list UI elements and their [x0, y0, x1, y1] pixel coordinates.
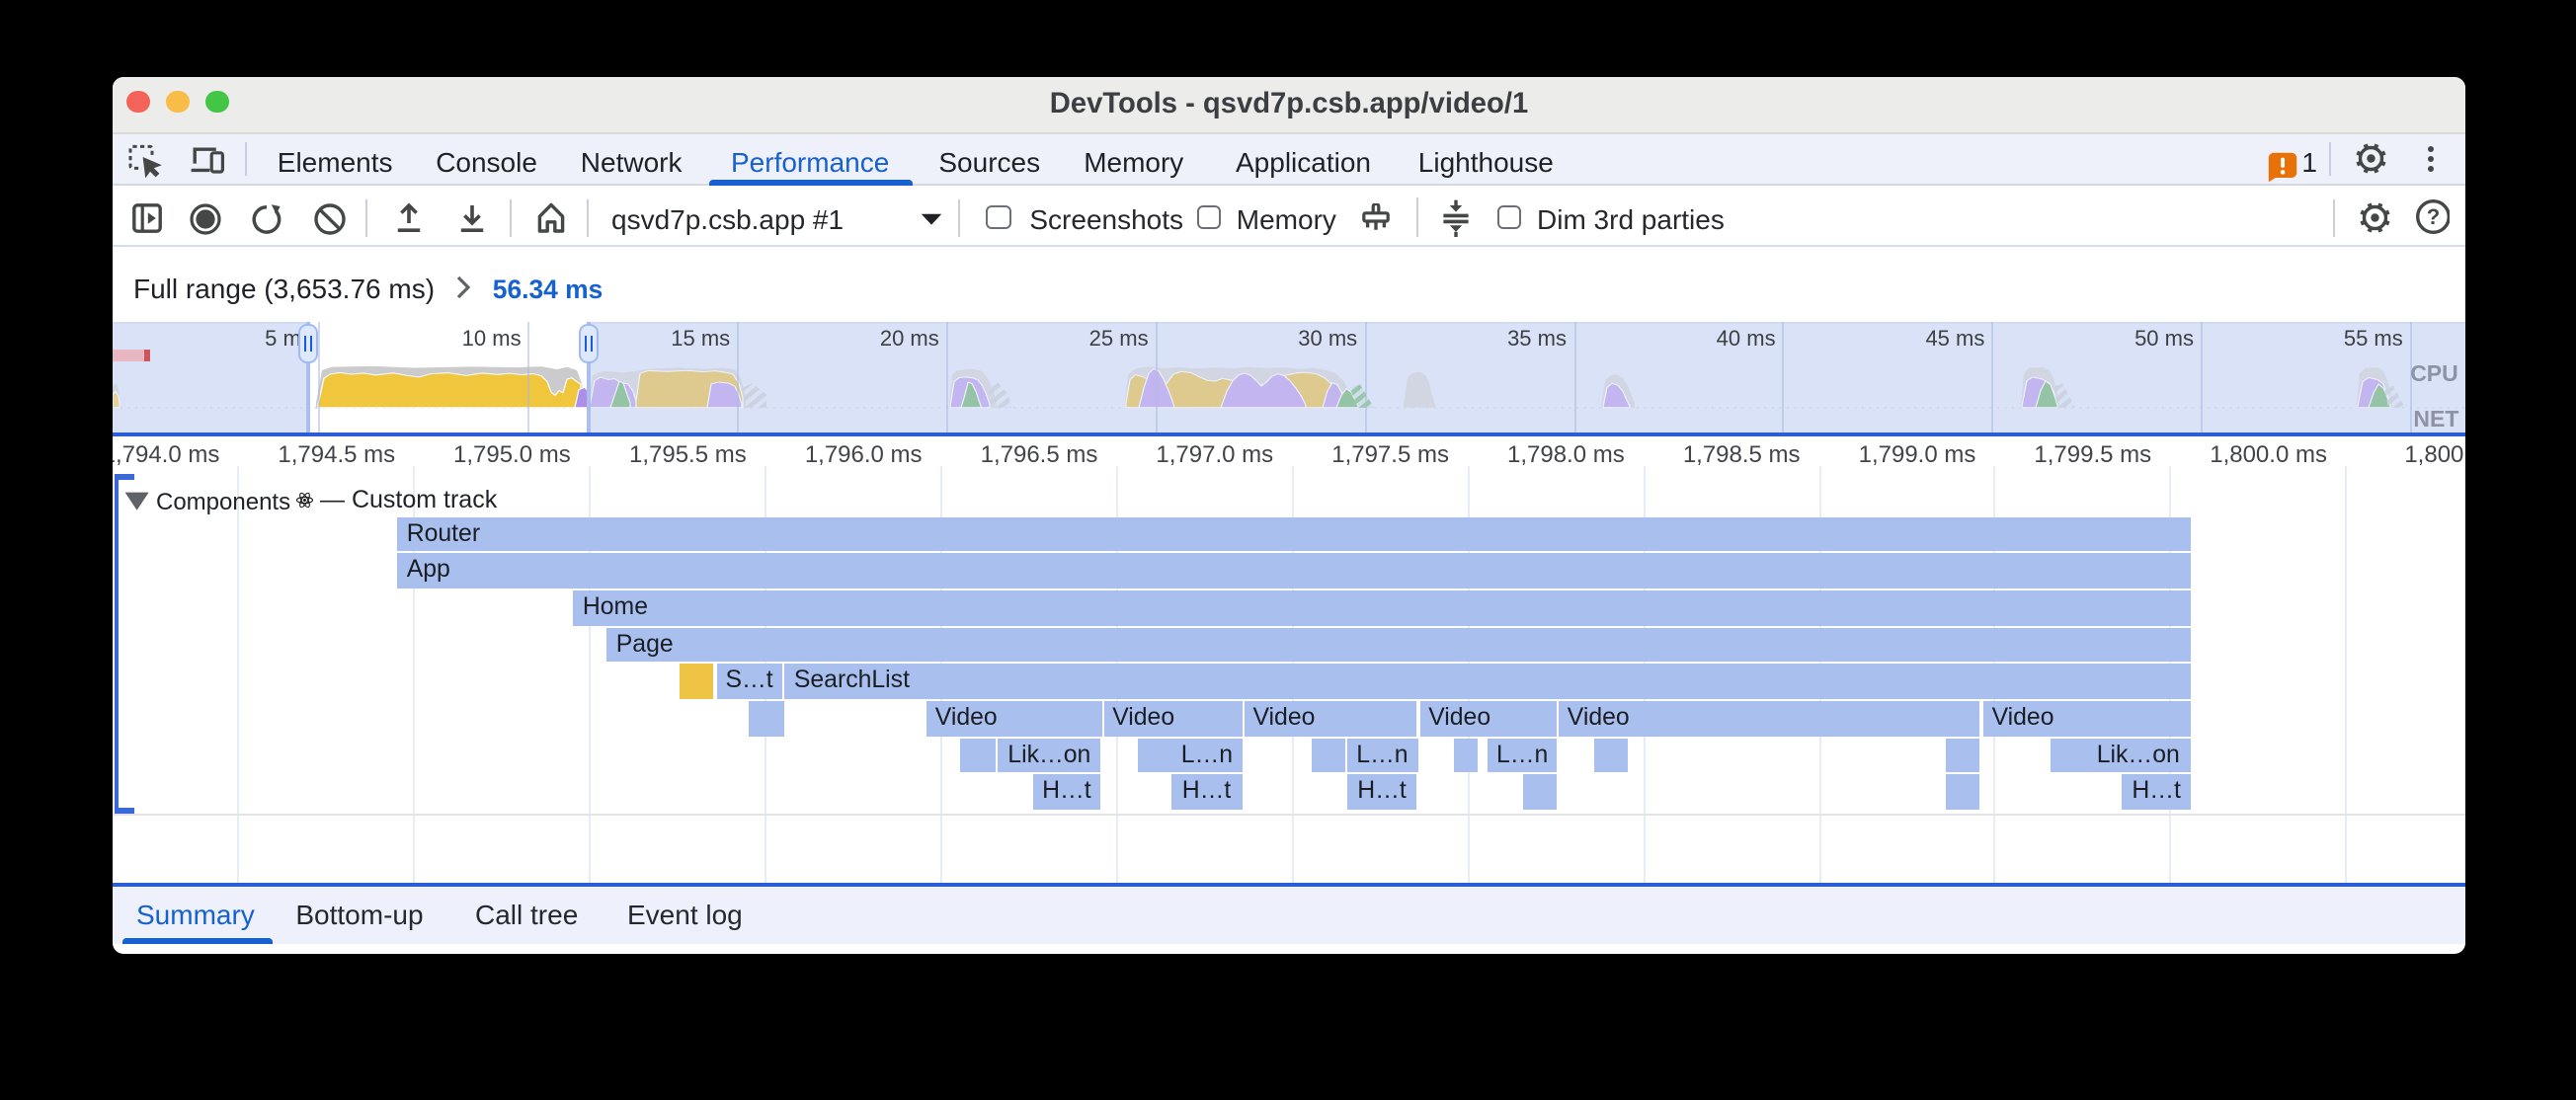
svg-text:?: ?: [2426, 205, 2439, 230]
